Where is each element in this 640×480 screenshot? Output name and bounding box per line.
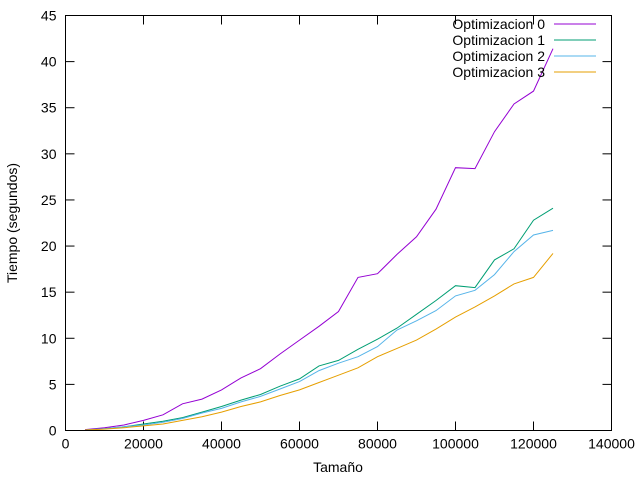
- legend-label: Optimizacion 1: [452, 32, 545, 48]
- legend-label: Optimizacion 0: [452, 16, 545, 32]
- y-tick-label: 0: [49, 423, 57, 439]
- x-tick-label: 0: [62, 436, 70, 452]
- series-line-optimizacion-0: [84, 48, 554, 431]
- series-line-optimizacion-2: [84, 229, 554, 431]
- series-lines: [84, 48, 554, 431]
- y-tick-label: 10: [41, 330, 57, 346]
- y-tick-label: 45: [41, 8, 57, 24]
- x-axis-ticks: 0 20000 40000 60000 80000 100000 120000 140000: [62, 15, 635, 452]
- x-tick-label: 60000: [280, 436, 319, 452]
- y-axis-ticks: 0 5 10 15 20 25 30 35 40 45: [41, 8, 612, 439]
- y-tick-label: 40: [41, 54, 57, 70]
- y-tick-label: 15: [41, 284, 57, 300]
- x-axis-label: Tamaño: [313, 459, 363, 475]
- x-tick-label: 40000: [202, 436, 241, 452]
- y-axis-label: Tiempo (segundos): [4, 163, 20, 283]
- series-line-optimizacion-3: [84, 253, 554, 431]
- series-line-optimizacion-1: [84, 207, 554, 431]
- y-tick-label: 30: [41, 146, 57, 162]
- y-tick-label: 25: [41, 192, 57, 208]
- y-tick-label: 5: [49, 376, 57, 392]
- x-tick-label: 20000: [124, 436, 163, 452]
- y-tick-label: 35: [41, 100, 57, 116]
- x-tick-label: 80000: [358, 436, 397, 452]
- x-tick-label: 140000: [588, 436, 635, 452]
- legend-label: Optimizacion 2: [452, 48, 545, 64]
- plot-frame: [65, 15, 612, 431]
- x-tick-label: 100000: [432, 436, 479, 452]
- legend-label: Optimizacion 3: [452, 64, 545, 80]
- y-tick-label: 20: [41, 238, 57, 254]
- x-tick-label: 120000: [510, 436, 557, 452]
